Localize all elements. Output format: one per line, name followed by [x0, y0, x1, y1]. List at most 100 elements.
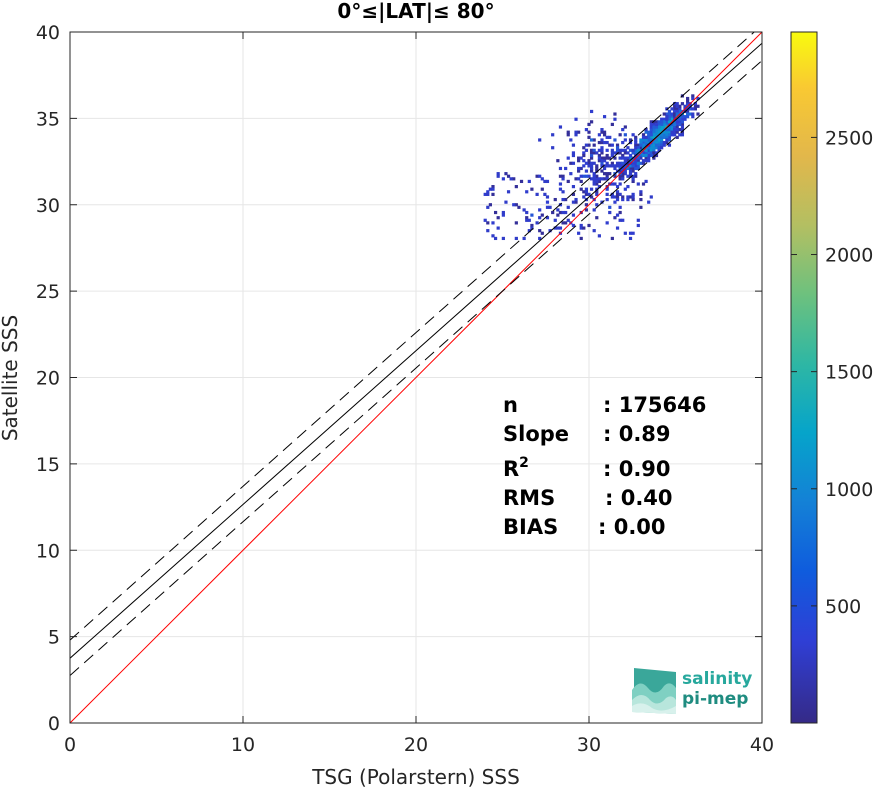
density-cell [686, 96, 690, 101]
density-cell [680, 102, 685, 106]
density-cell [605, 187, 609, 191]
density-cell [678, 128, 682, 132]
density-cell [628, 195, 633, 199]
density-cell [561, 174, 565, 178]
density-cell [589, 166, 594, 171]
density-cell [540, 231, 544, 235]
density-cell [652, 133, 656, 137]
density-cell [535, 221, 539, 225]
density-cell [618, 192, 622, 196]
density-cell [592, 151, 596, 155]
density-cell [673, 125, 677, 129]
density-cell [639, 138, 643, 142]
density-cell [577, 169, 581, 173]
density-cell [623, 161, 627, 165]
density-cell [506, 174, 511, 178]
density-cell [649, 135, 653, 139]
colorbar: 500 1000 1500 2000 2500 [790, 31, 873, 724]
density-cell [592, 172, 596, 176]
density-cell [587, 135, 591, 139]
density-cell [602, 172, 607, 176]
density-cell [582, 195, 586, 199]
density-cell [647, 133, 651, 137]
density-cell [605, 153, 609, 158]
density-cell [628, 172, 633, 176]
density-cell [589, 156, 594, 160]
density-cell [649, 125, 653, 129]
density-cell [605, 192, 609, 196]
density-cell [571, 200, 576, 204]
density-cell [582, 226, 586, 230]
y-tick-label: 5 [48, 627, 60, 649]
density-cell [662, 140, 666, 145]
density-cell [644, 140, 648, 145]
density-cell [579, 166, 583, 171]
density-cell [636, 143, 640, 147]
density-cell [496, 174, 500, 178]
density-cell [566, 205, 570, 209]
density-cell [680, 122, 685, 127]
density-cell [571, 151, 576, 155]
density-cell [595, 174, 599, 178]
density-cell [564, 210, 568, 215]
x-tick-label: 10 [231, 734, 255, 756]
density-cell [527, 218, 531, 222]
density-cell [636, 182, 640, 186]
density-cell [592, 161, 596, 165]
density-cell [654, 146, 659, 150]
density-cell [551, 146, 555, 150]
density-cell [631, 177, 635, 181]
density-cell [589, 138, 594, 142]
density-cell [675, 102, 679, 106]
density-cell [613, 216, 617, 220]
density-cell [564, 197, 568, 202]
density-cell [634, 161, 638, 165]
density-cell [631, 169, 635, 173]
density-cell [491, 221, 495, 225]
density-cell [654, 153, 659, 158]
density-cell [623, 231, 627, 235]
density-cell [610, 236, 614, 241]
density-cell [644, 148, 648, 152]
density-cell [553, 226, 557, 230]
density-cell [670, 107, 674, 111]
density-cell [644, 159, 648, 163]
density-cell [657, 135, 661, 139]
density-cell [605, 148, 609, 152]
density-cell [641, 161, 646, 165]
density-cell [582, 151, 586, 155]
density-cell [667, 112, 672, 116]
y-tick-label: 40 [36, 22, 60, 44]
density-cell [605, 164, 609, 168]
density-cell [577, 156, 581, 160]
density-cell [514, 221, 518, 225]
density-cell [597, 159, 601, 163]
density-cell [587, 122, 591, 127]
density-cell [618, 177, 622, 181]
density-cell [654, 122, 659, 127]
density-cell [665, 115, 669, 119]
density-cell [673, 109, 677, 114]
density-cell [615, 164, 620, 168]
density-cell [649, 133, 653, 137]
density-cell [623, 151, 627, 155]
density-cell [639, 143, 643, 147]
density-cell [545, 205, 550, 209]
density-cell [628, 164, 633, 168]
density-cell [623, 138, 627, 142]
density-cell [545, 195, 550, 199]
density-cell [680, 117, 685, 121]
density-cell [608, 205, 612, 209]
density-cell [641, 151, 646, 155]
density-cell [652, 128, 656, 132]
density-cell [623, 172, 627, 176]
density-cell [665, 117, 669, 121]
density-cell [641, 153, 646, 158]
density-cell [652, 151, 656, 155]
density-cell [610, 182, 614, 186]
density-cell [680, 120, 685, 124]
y-tick-label: 15 [36, 454, 60, 476]
density-cell [600, 169, 604, 173]
density-cell [589, 177, 594, 181]
density-cell [548, 229, 552, 233]
